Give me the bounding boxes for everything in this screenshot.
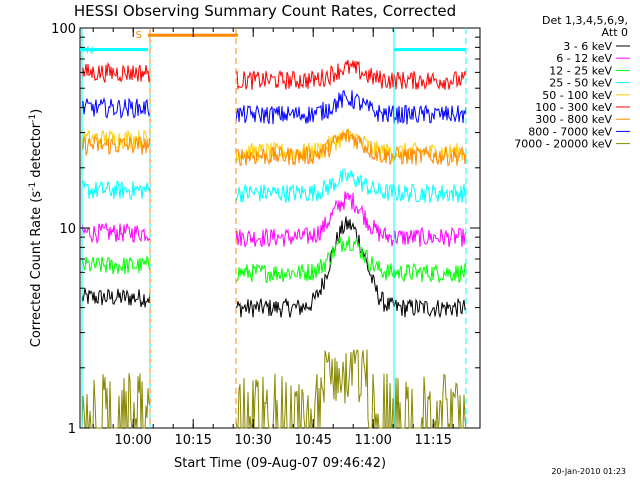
y-tick-label-2: 100 bbox=[51, 22, 76, 37]
series-line-6-post bbox=[235, 128, 467, 167]
series-line-3-post bbox=[235, 168, 467, 204]
legend-label-1: 6 - 12 keV bbox=[556, 52, 612, 65]
legend-label-8: 7000 - 20000 keV bbox=[514, 138, 612, 151]
series-line-5-pre bbox=[81, 61, 151, 83]
legend-label-4: 50 - 100 keV bbox=[542, 89, 612, 102]
series-line-1-post bbox=[235, 191, 467, 248]
y-axis-label: Corrected Count Rate (s-1 detector-1) bbox=[28, 109, 44, 347]
marker-layer bbox=[81, 28, 467, 428]
y-tick-label-0: 1 bbox=[68, 422, 76, 437]
chart-title: HESSI Observing Summary Count Rates, Cor… bbox=[74, 2, 456, 20]
y-axis-ticks: 1 10 100 bbox=[51, 22, 480, 437]
x-axis-label: Start Time (09-Aug-07 09:46:42) bbox=[174, 456, 386, 471]
x-tick-label-2: 10:30 bbox=[234, 433, 271, 448]
x-tick-label-1: 10:15 bbox=[174, 433, 211, 448]
y-axis-label-sup1: -1 bbox=[28, 182, 38, 191]
x-tick-label-3: 10:45 bbox=[294, 433, 331, 448]
series-line-8-pre bbox=[81, 373, 151, 429]
x-tick-label-4: 11:00 bbox=[354, 433, 391, 448]
y-tick-label-1: 10 bbox=[59, 222, 76, 237]
series-line-0-pre bbox=[81, 288, 151, 308]
x-axis-ticks: 10:00 10:15 10:30 10:45 11:00 11:15 bbox=[92, 28, 454, 448]
legend-label-7: 800 - 7000 keV bbox=[528, 125, 612, 138]
y-axis-label-mid: detector bbox=[29, 122, 44, 182]
y-axis-label-end: ) bbox=[29, 109, 44, 114]
series-line-6-pre bbox=[81, 135, 151, 157]
series-layer bbox=[81, 59, 467, 429]
legend-header-1: Det 1,3,4,5,6,9, bbox=[542, 14, 628, 27]
timestamp: 20-Jan-2010 01:23 bbox=[551, 467, 626, 476]
x-tick-label-0: 10:00 bbox=[114, 433, 151, 448]
flag-label-0: S bbox=[136, 30, 142, 41]
series-line-0-post bbox=[235, 216, 467, 319]
series-line-8-post bbox=[235, 349, 467, 429]
plot-frame bbox=[79, 27, 481, 429]
y-axis-label-main: Corrected Count Rate (s bbox=[29, 191, 44, 348]
y-axis-label-sup2: -1 bbox=[28, 114, 38, 123]
legend-label-6: 300 - 800 keV bbox=[535, 113, 612, 126]
series-line-1-pre bbox=[81, 221, 151, 245]
legend-label-2: 12 - 25 keV bbox=[549, 64, 612, 77]
flag-layer: SN bbox=[80, 30, 466, 57]
series-line-3-pre bbox=[81, 180, 151, 201]
plot-border bbox=[79, 27, 481, 429]
legend-label-5: 100 - 300 keV bbox=[535, 101, 612, 114]
series-line-2-pre bbox=[81, 255, 151, 275]
series-line-7-post bbox=[235, 90, 467, 125]
flag-label-1: N bbox=[86, 46, 93, 57]
legend-header-2: Att 0 bbox=[602, 26, 628, 39]
legend-label-0: 3 - 6 keV bbox=[563, 40, 612, 53]
series-line-4-post bbox=[235, 128, 467, 163]
legend-label-3: 25 - 50 keV bbox=[549, 77, 612, 90]
x-tick-label-5: 11:15 bbox=[414, 433, 451, 448]
series-line-2-post bbox=[235, 235, 467, 284]
series-line-7-pre bbox=[81, 96, 151, 119]
series-line-5-post bbox=[235, 59, 467, 91]
